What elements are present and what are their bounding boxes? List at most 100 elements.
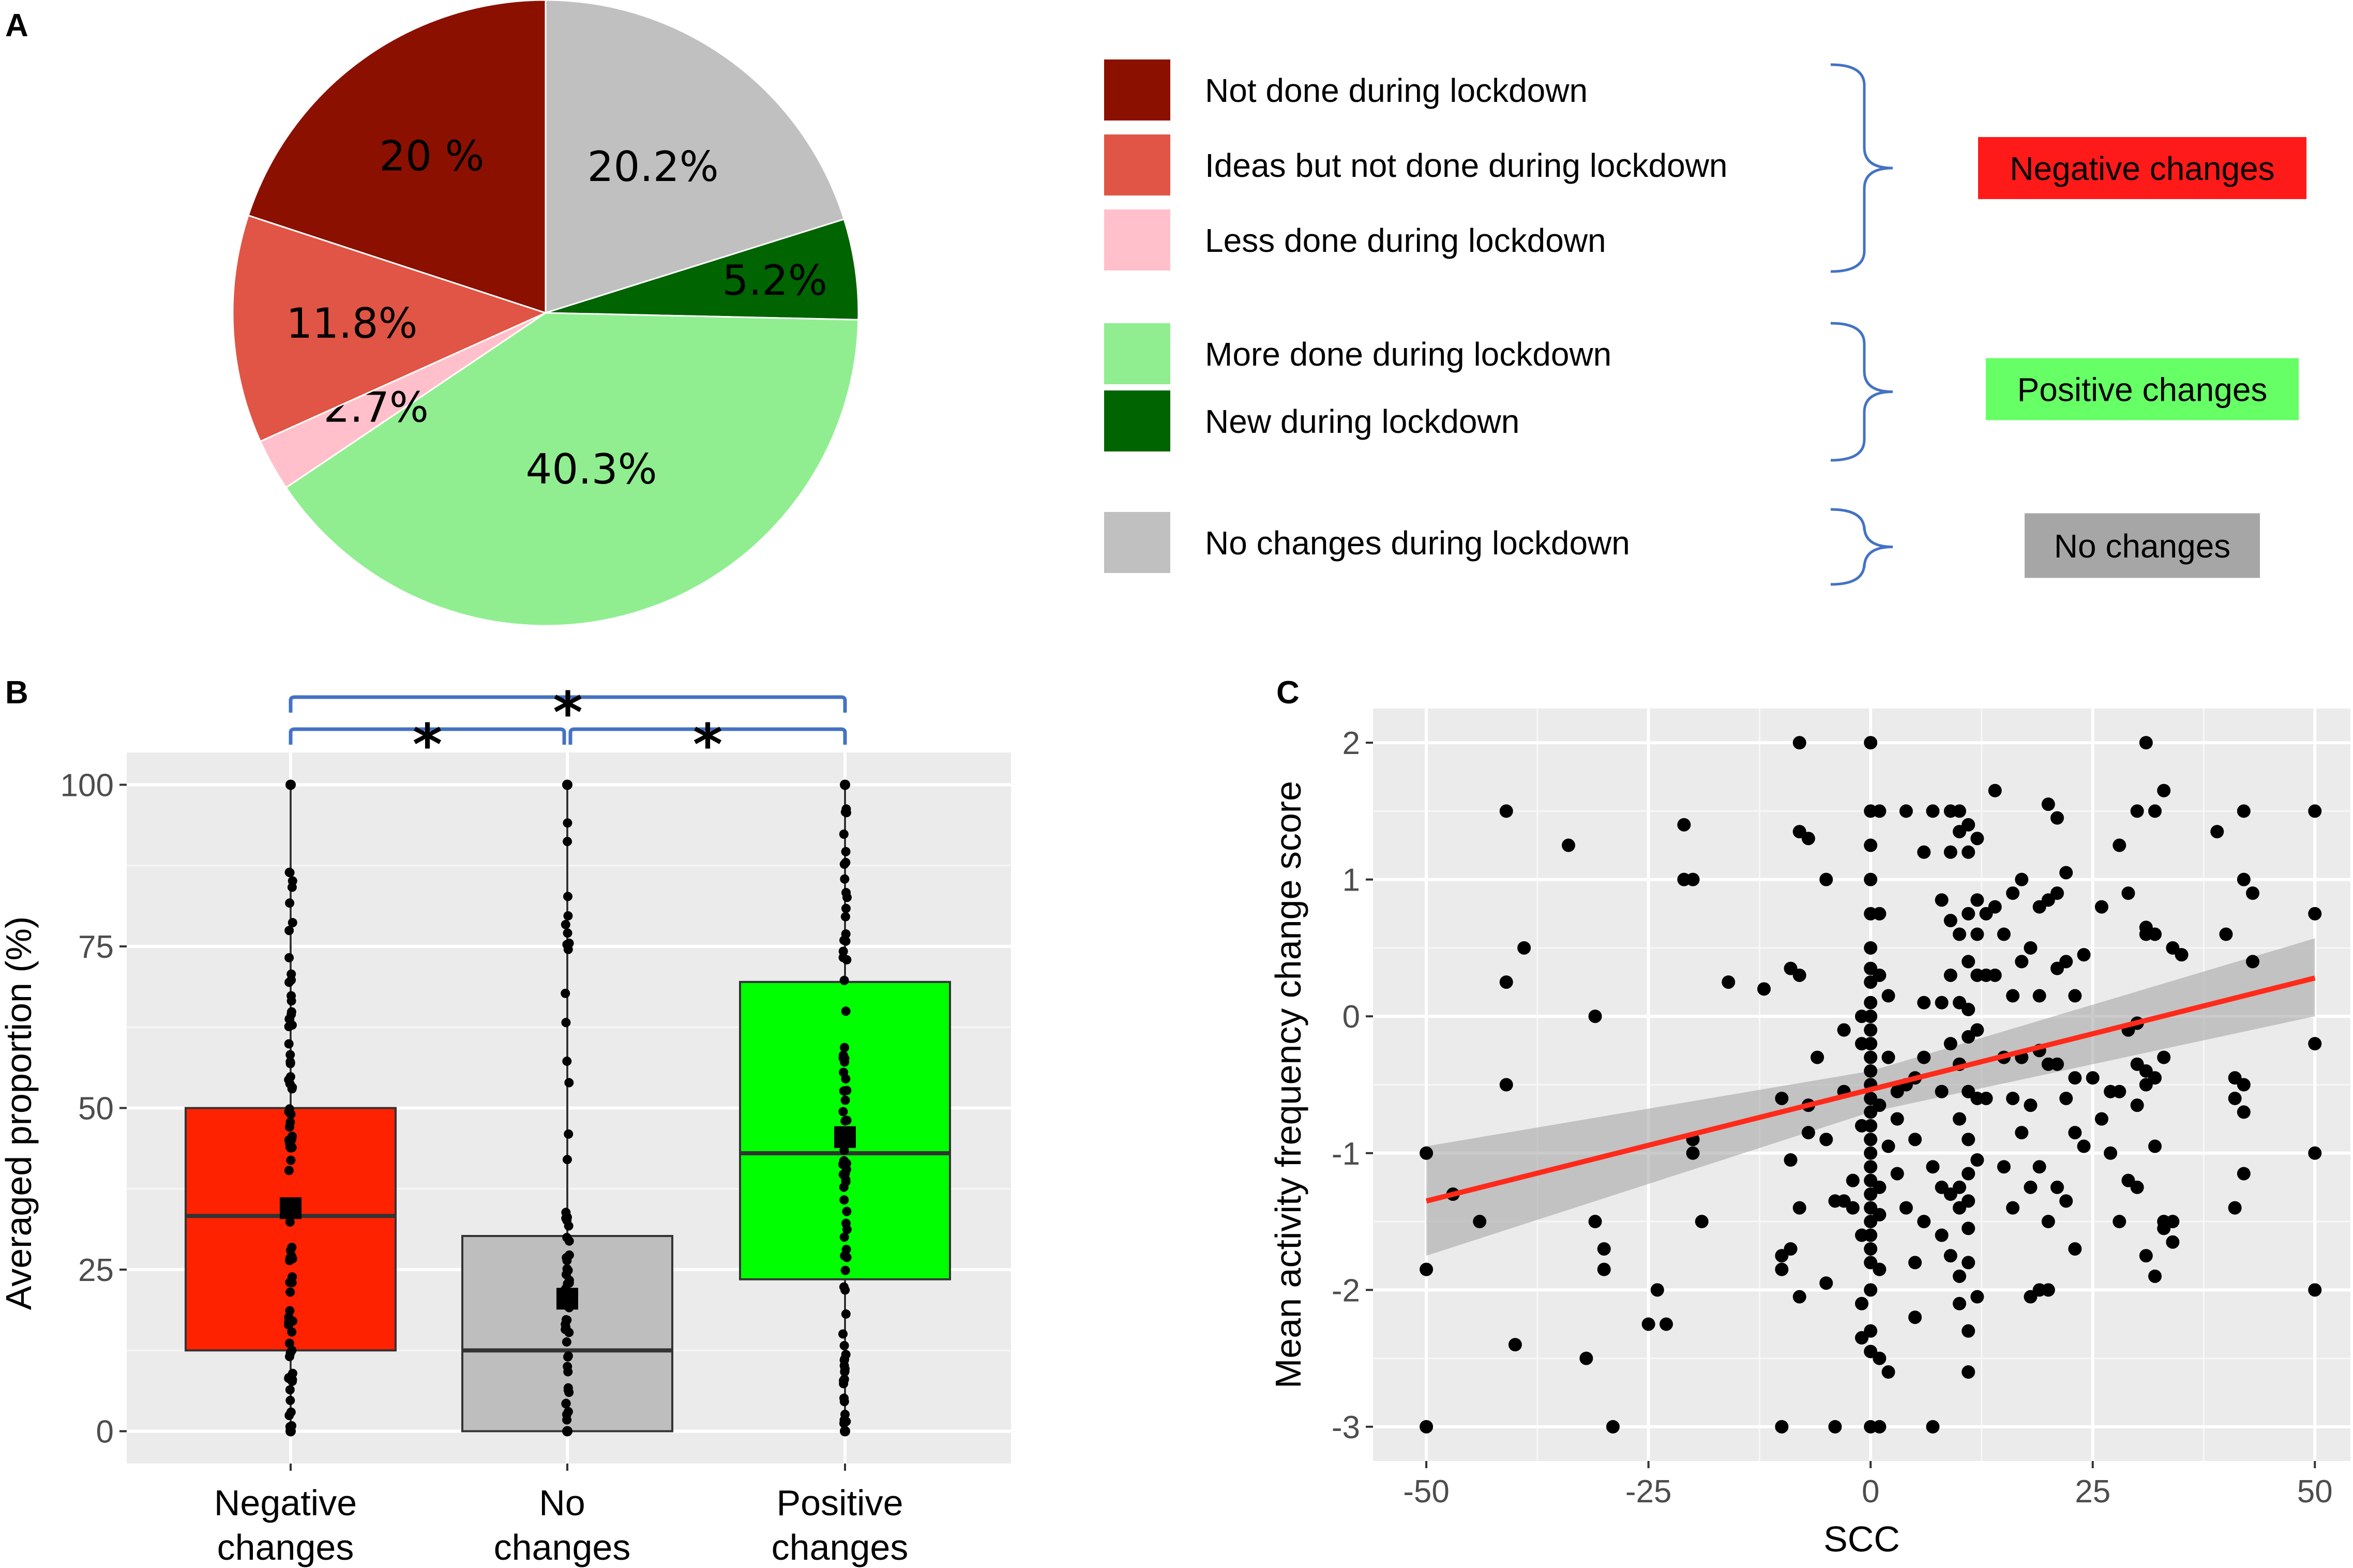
scatter-point	[2006, 1201, 2020, 1215]
group-label-box	[2025, 513, 2260, 578]
y-tick-label: 100	[61, 768, 114, 804]
mean-marker	[834, 1126, 856, 1148]
scatter-point	[2094, 1112, 2108, 1126]
group-label-text: Positive changes	[2017, 371, 2268, 409]
data-point	[563, 1352, 573, 1362]
data-point	[561, 1322, 571, 1332]
legend-label: More done during lockdown	[1205, 336, 1611, 373]
data-point	[285, 1287, 295, 1297]
scatter-point	[1881, 1365, 1895, 1379]
data-point	[839, 1195, 849, 1205]
scatter-point	[1784, 1242, 1798, 1256]
data-point	[839, 829, 849, 839]
data-point	[841, 1416, 851, 1426]
scatter-point	[1890, 1167, 1904, 1181]
data-point	[841, 936, 851, 946]
scatter-point	[2068, 989, 2082, 1003]
scatter-point	[1908, 1133, 1922, 1147]
data-point	[285, 898, 295, 908]
pie-slice	[545, 218, 859, 321]
legend-swatch	[1104, 512, 1170, 573]
scatter-point	[1890, 1112, 1904, 1126]
data-point	[562, 1057, 572, 1066]
scatter-point	[1517, 941, 1531, 955]
legend-swatch	[1104, 323, 1170, 384]
scatter-point	[1792, 736, 1806, 750]
data-point	[840, 874, 850, 884]
scatter-point	[1420, 1420, 1434, 1434]
scatter-point	[1988, 968, 2002, 982]
scatter-point	[2015, 872, 2029, 886]
data-point	[841, 1158, 851, 1168]
scatter-point	[1864, 1283, 1878, 1297]
scatter-point	[1962, 845, 1975, 859]
scatter-point	[1864, 872, 1878, 886]
panel-label-b: B	[5, 675, 28, 711]
brace-positive	[1830, 322, 1893, 462]
scatter-point	[1997, 927, 2011, 941]
scatter-point	[1926, 1160, 1940, 1174]
scatter-point	[2308, 804, 2322, 818]
data-point	[839, 1232, 849, 1242]
scatter-point	[2228, 1201, 2242, 1215]
scatter-point	[2015, 955, 2029, 969]
scatter-point	[1819, 872, 1833, 886]
data-point	[286, 975, 296, 985]
data-point	[562, 1270, 571, 1279]
scatter-point	[1597, 1262, 1611, 1276]
scatter-point	[2006, 1091, 2020, 1105]
scatter-point	[1695, 1215, 1709, 1229]
scatter-point	[1864, 1146, 1878, 1160]
data-point	[841, 804, 851, 814]
data-point	[285, 1385, 295, 1395]
scatter-point	[1979, 1091, 1993, 1105]
scatter-point	[1420, 1262, 1434, 1276]
data-point	[841, 903, 851, 913]
x-tick-label: 25	[2075, 1474, 2110, 1510]
scatter-point	[1926, 804, 1940, 818]
data-point	[839, 1379, 849, 1389]
scatter-point	[1588, 1215, 1602, 1229]
data-point	[284, 1373, 294, 1382]
data-point	[285, 1246, 295, 1256]
data-point	[841, 1309, 851, 1319]
scatter-point	[2166, 1235, 2180, 1249]
scatter-point	[2015, 1126, 2029, 1140]
data-point	[563, 1279, 572, 1289]
x-tick-label: -50	[1403, 1474, 1450, 1510]
y-tick-label: 50	[78, 1091, 114, 1127]
scatter-point	[2246, 886, 2259, 900]
scatter-point	[2068, 1126, 2082, 1140]
scatter-point	[1873, 1420, 1887, 1434]
data-point	[284, 1075, 294, 1084]
y-axis-label: Averaged proportion (%)	[0, 916, 39, 1310]
scatter-point	[1864, 1009, 1878, 1023]
scatter-point	[2006, 989, 2020, 1003]
scatter-point	[1864, 1160, 1878, 1174]
scatter-point	[1953, 1180, 1966, 1194]
mean-marker	[556, 1288, 578, 1310]
scatter-plot: -50 -25 0 25 50 -3 -2 -1 0 1 2 SCC Mean activity fre…	[1268, 708, 2350, 1559]
legend-braces	[1830, 63, 1893, 586]
data-point	[285, 1050, 295, 1060]
scatter-point	[1873, 968, 1887, 982]
scatter-point	[2086, 1071, 2100, 1085]
scatter-point	[1970, 893, 1984, 907]
significance-bracket	[568, 727, 847, 745]
legend-label: Not done during lockdown	[1205, 72, 1588, 109]
data-point	[561, 1018, 571, 1028]
scatter-point	[1935, 1084, 1949, 1098]
legend-swatch	[1104, 134, 1170, 195]
y-tick-label: -3	[1332, 1410, 1360, 1445]
data-point	[840, 1285, 850, 1295]
scatter-point	[1864, 1242, 1878, 1256]
scatter-point	[1873, 804, 1887, 818]
scatter-point	[2139, 1249, 2153, 1263]
scatter-point	[2308, 1283, 2322, 1297]
scatter-point	[1792, 1290, 1806, 1304]
data-point	[285, 1217, 295, 1227]
data-point	[563, 911, 573, 921]
scatter-point	[2237, 872, 2251, 886]
data-point	[841, 888, 851, 898]
data-point	[285, 1142, 295, 1152]
